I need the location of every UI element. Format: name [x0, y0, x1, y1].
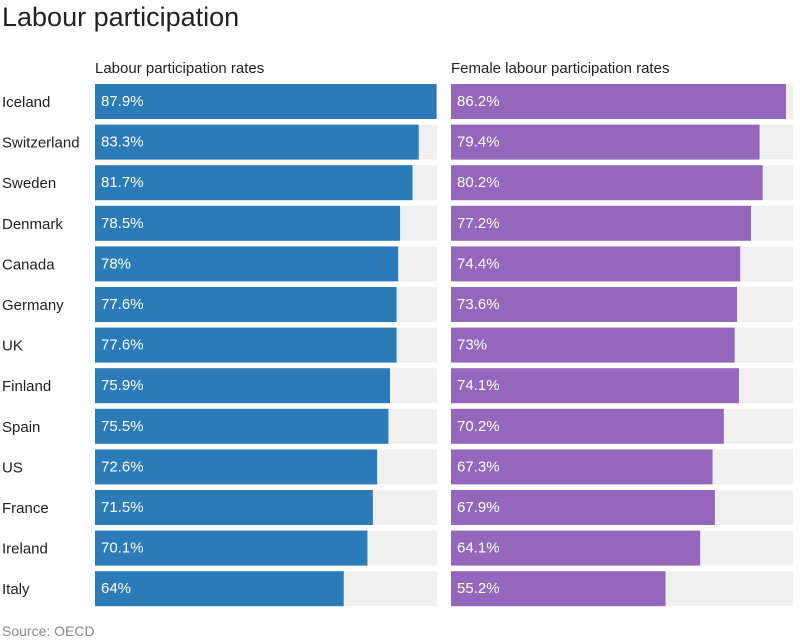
data-label: 77.6% [101, 337, 144, 354]
category-label: Ireland [2, 541, 48, 558]
data-label: 55.2% [457, 580, 500, 597]
category-label: UK [2, 338, 23, 355]
bar [451, 205, 752, 241]
bar [95, 287, 397, 322]
data-label: 73.6% [457, 296, 500, 313]
data-label: 79.4% [457, 134, 500, 151]
bar [95, 449, 378, 485]
source-note: Source: OECD [2, 623, 95, 639]
bar [451, 287, 738, 322]
data-label: 77.6% [101, 296, 144, 313]
bar [95, 327, 397, 363]
category-label: Spain [2, 419, 40, 436]
category-label: US [2, 459, 23, 476]
category-label: Switzerland [2, 135, 80, 152]
category-label: Finland [2, 378, 51, 395]
bar [451, 530, 701, 566]
bar [95, 408, 389, 444]
data-label: 75.9% [101, 377, 144, 394]
bar [451, 408, 724, 444]
bar [451, 327, 735, 363]
data-label: 64% [101, 580, 131, 597]
data-label: 81.7% [101, 174, 144, 191]
data-label: 87.9% [101, 93, 144, 110]
bar [451, 124, 760, 160]
data-label: 70.2% [457, 418, 500, 435]
bar [95, 84, 437, 119]
bar [451, 368, 739, 404]
category-label: Denmark [2, 216, 63, 233]
data-label: 73% [457, 337, 487, 354]
bar [451, 246, 741, 282]
category-label: France [2, 500, 49, 517]
data-label: 74.4% [457, 255, 500, 272]
data-label: 71.5% [101, 499, 144, 516]
bar [95, 246, 399, 282]
bar [95, 530, 368, 566]
bar [95, 490, 373, 525]
data-label: 86.2% [457, 93, 500, 110]
data-label: 78.5% [101, 215, 144, 232]
bar [95, 368, 390, 404]
bar [95, 165, 413, 201]
bar [95, 571, 344, 607]
data-label: 74.1% [457, 377, 500, 394]
bar [451, 165, 763, 201]
bar [451, 84, 787, 119]
chart-title: Labour participation [2, 2, 240, 32]
panel-title-female: Female labour participation rates [451, 60, 670, 77]
category-label: Germany [2, 297, 64, 314]
data-label: 64.1% [457, 540, 500, 557]
data-label: 77.2% [457, 215, 500, 232]
data-label: 67.9% [457, 499, 500, 516]
category-label: Italy [2, 581, 30, 598]
data-label: 70.1% [101, 540, 144, 557]
data-label: 67.3% [457, 458, 500, 475]
panel-title-labour: Labour participation rates [95, 60, 265, 77]
bar [95, 124, 419, 160]
data-label: 75.5% [101, 418, 144, 435]
bar [451, 571, 666, 607]
data-label: 78% [101, 255, 131, 272]
bar [95, 205, 401, 241]
category-label: Canada [2, 256, 55, 273]
bar [451, 449, 713, 485]
data-label: 83.3% [101, 134, 144, 151]
category-label: Iceland [2, 94, 50, 111]
data-label: 80.2% [457, 174, 500, 191]
bar [451, 490, 715, 525]
category-label: Sweden [2, 175, 56, 192]
data-label: 72.6% [101, 458, 144, 475]
